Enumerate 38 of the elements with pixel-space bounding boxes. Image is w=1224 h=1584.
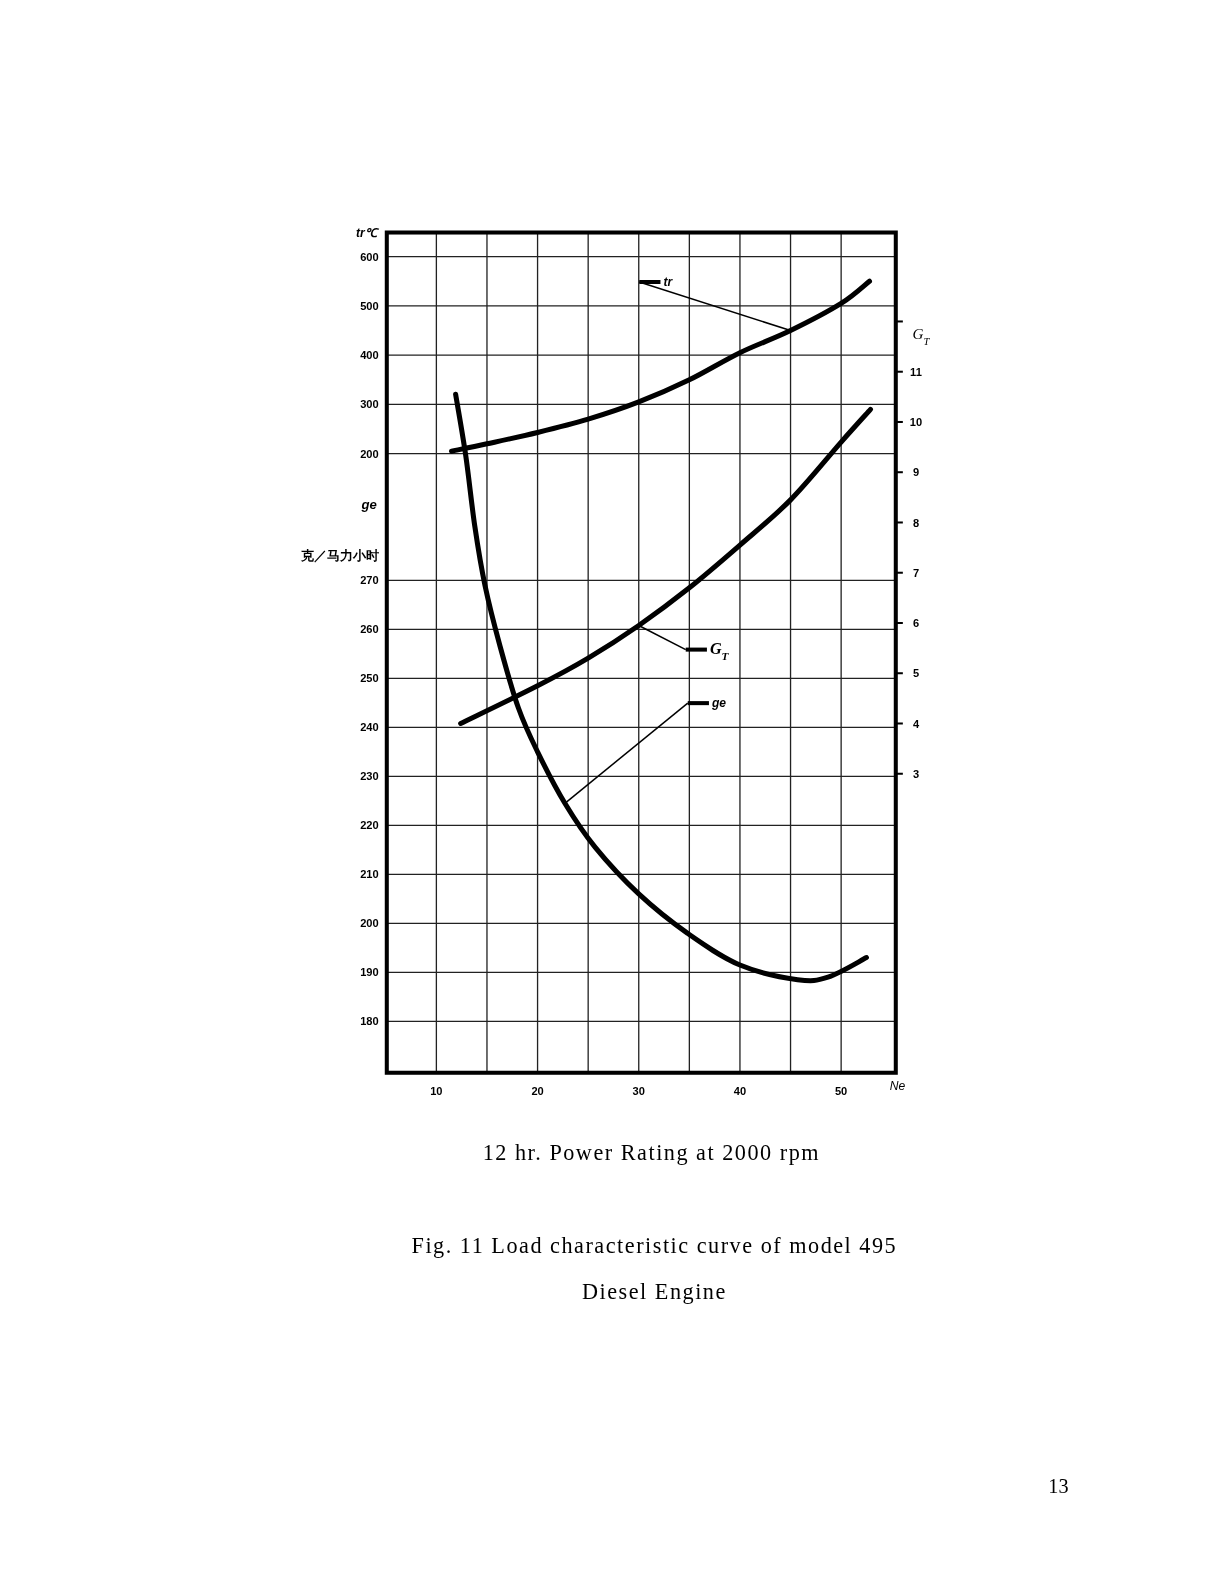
- y-tick-label: 500: [360, 299, 379, 312]
- y3-tick-label: 190: [360, 966, 379, 979]
- caption: Fig. 11 Load characteristic curve of model 495 Diesel Engine: [411, 1232, 898, 1304]
- y3-tick-label: 260: [360, 623, 379, 636]
- y3-tick-label: 220: [360, 819, 379, 832]
- y-axis-title: tr℃: [355, 225, 380, 240]
- y2-tick-label: 7: [912, 566, 920, 579]
- y2-axis-title: G$_{T}$: [912, 325, 931, 347]
- text: 12 hr. Power Rating at 2000 rpm: [482, 1139, 821, 1165]
- y2-tick-label: 10: [909, 416, 923, 429]
- legend-label: ge: [710, 696, 727, 711]
- y3-tick-label: 230: [360, 770, 379, 783]
- y-tick-label: 300: [360, 398, 379, 411]
- x-tick-label: 40: [733, 1084, 747, 1097]
- x-tick-label: 30: [632, 1084, 645, 1097]
- y3-tick-label: 210: [360, 868, 379, 881]
- y2-tick-label: 9: [912, 466, 920, 479]
- y2-tick-label: 4: [912, 717, 920, 730]
- text: ge 克／马力小时: [300, 497, 379, 563]
- y2-tick-label: 11: [910, 365, 922, 378]
- y-tick-label: 600: [360, 250, 379, 263]
- text: 13: [1048, 1474, 1069, 1497]
- x-tick-label: 50: [834, 1084, 848, 1097]
- y-tick-label: 400: [360, 349, 379, 362]
- y2-tick-label: 8: [912, 516, 920, 529]
- x-tick-label: 20: [531, 1084, 544, 1097]
- y2-tick-label: 5: [912, 667, 920, 680]
- legend-label: G$_{T}$: [709, 639, 730, 662]
- x-tick-label: 10: [430, 1084, 443, 1097]
- x-axis-title: Ne: [889, 1078, 906, 1093]
- y-tick-label: 200: [360, 447, 379, 460]
- y2-tick-label: 6: [912, 617, 920, 630]
- y2-tick-label: 3: [912, 767, 920, 780]
- y3-tick-label: 180: [360, 1015, 379, 1028]
- y3-tick-label: 240: [360, 721, 379, 734]
- y3-tick-label: 270: [360, 574, 379, 587]
- y3-tick-label: 250: [360, 672, 379, 685]
- legend-label: tr: [663, 275, 674, 290]
